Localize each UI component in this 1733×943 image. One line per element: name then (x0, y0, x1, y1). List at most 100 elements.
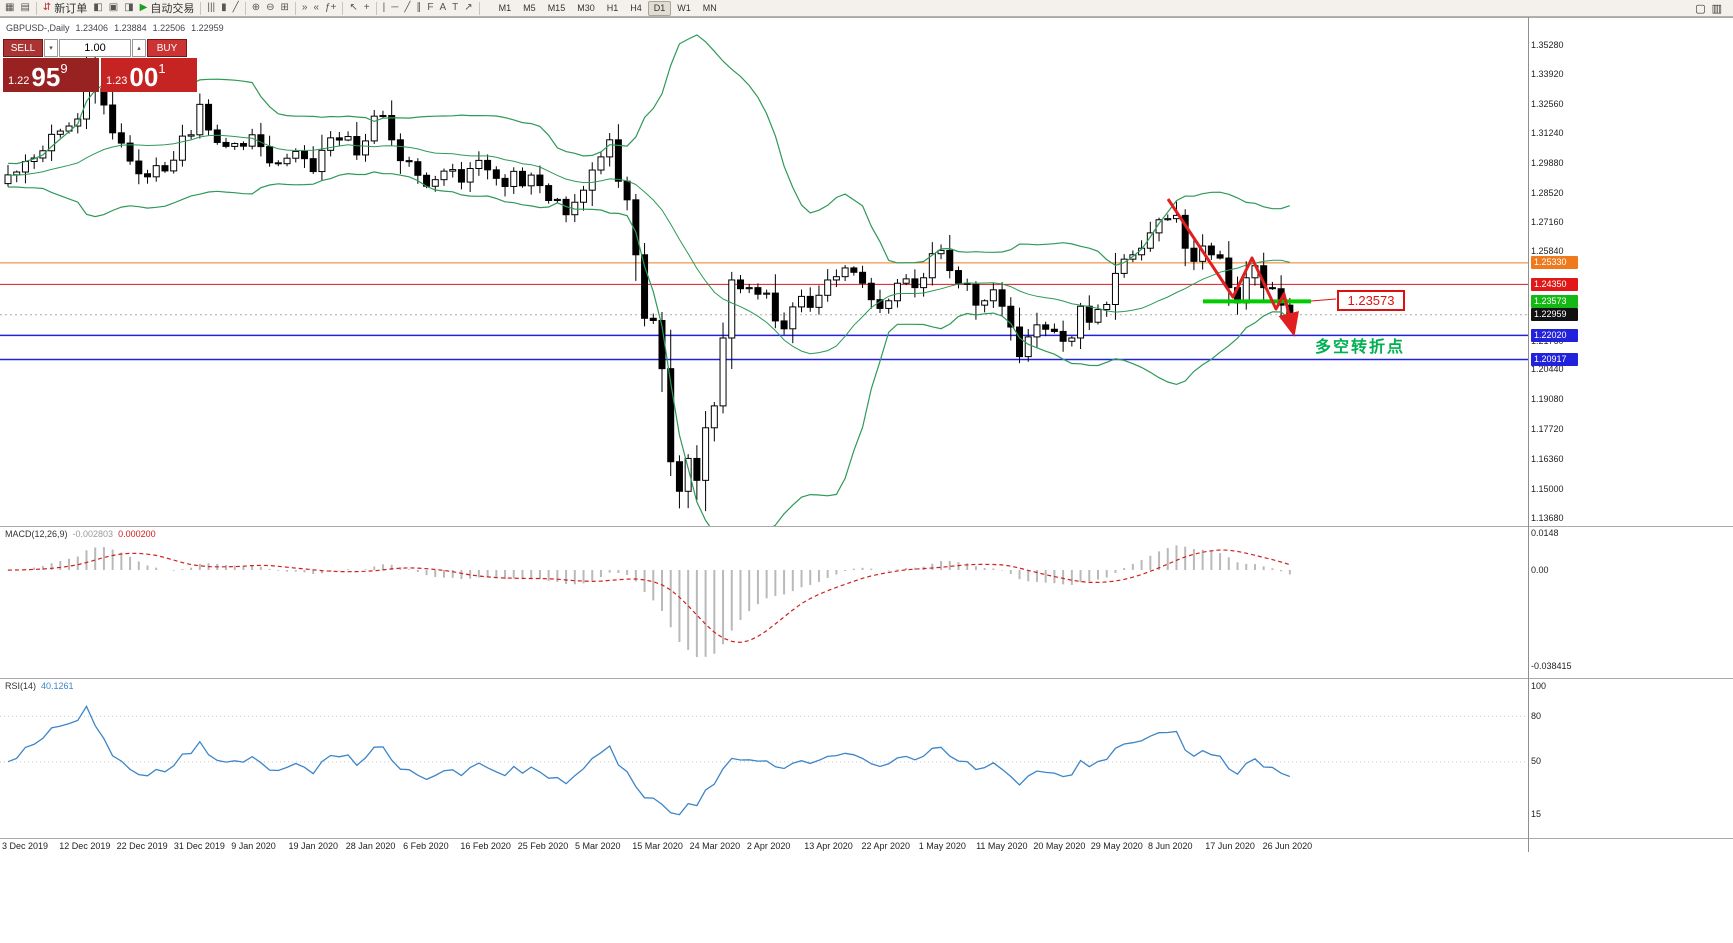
price-scale-label: 1.32560 (1531, 99, 1564, 110)
date-label: 22 Dec 2019 (116, 841, 168, 851)
date-label: 15 Mar 2020 (632, 841, 683, 851)
auto-scroll-button[interactable]: » (299, 1, 311, 16)
date-label: 9 Jan 2020 (231, 841, 276, 851)
zoom-out-button[interactable]: ⊖ (263, 1, 277, 16)
date-label: 20 May 2020 (1033, 841, 1086, 851)
timeframe-d1-button[interactable]: D1 (647, 0, 672, 16)
crosshair-button[interactable]: + (361, 1, 373, 16)
channel-button[interactable]: ∥ (413, 1, 424, 16)
price-scale-label: 1.15000 (1531, 483, 1564, 494)
date-axis[interactable]: 3 Dec 2019 12 Dec 2019 22 Dec 2019 31 Dec 2… (0, 838, 1528, 853)
indicators-button[interactable]: ƒ+ (322, 1, 339, 16)
label-icon: T (452, 2, 459, 13)
bar-chart-button[interactable]: ||| (204, 1, 218, 16)
date-label: 11 May 2020 (976, 841, 1028, 851)
data-window-icon: ▣ (108, 2, 119, 13)
price-scale-label: 1.31240 (1531, 127, 1564, 138)
volume-increase-button[interactable]: ▴ (132, 39, 146, 57)
bar-chart-icon: ||| (207, 2, 216, 13)
rsi-scale-label: 80 (1531, 710, 1542, 721)
date-label: 17 Jun 2020 (1205, 841, 1255, 851)
timeframe-w1-button[interactable]: W1 (671, 1, 697, 16)
toolbar-separator (342, 1, 344, 15)
macd-panel-divider[interactable] (0, 526, 1733, 527)
price-chart-canvas[interactable] (0, 0, 1733, 858)
new-window-button[interactable]: ▢ (1692, 1, 1708, 16)
volume-decrease-button[interactable]: ▾ (44, 39, 58, 57)
sell-price-box[interactable]: 1.22 95 9 (3, 58, 99, 92)
zoom-in-button[interactable]: ⊕ (249, 1, 263, 16)
arrow-icon: ↗ (464, 2, 473, 13)
macd-scale-label: -0.038415 (1531, 660, 1572, 671)
sell-button[interactable]: SELL (3, 39, 43, 57)
horizontal-line-button[interactable]: ─ (388, 1, 401, 16)
toolbar-separator (478, 1, 480, 15)
volume-input[interactable] (59, 39, 131, 57)
date-label: 3 Dec 2019 (2, 841, 49, 851)
price-scale[interactable]: 1.35280 1.33920 1.32560 1.31240 1.29880 1.285… (1531, 0, 1611, 852)
price-scale-label: 1.16360 (1531, 453, 1564, 464)
new-chart-button[interactable]: ▦ (2, 1, 17, 16)
sell-price-big: 95 (31, 62, 61, 92)
sell-price-sup: 9 (60, 61, 68, 76)
timeframe-h1-button[interactable]: H1 (601, 1, 625, 16)
macd-scale-label: 0.0148 (1531, 527, 1559, 538)
zoom-out-icon: ⊖ (266, 2, 275, 13)
price-callout[interactable]: 1.23573 (1337, 290, 1405, 311)
date-label: 8 Jun 2020 (1148, 841, 1193, 851)
vertical-line-button[interactable]: | (380, 1, 389, 16)
trendline-button[interactable]: ╱ (401, 1, 413, 16)
timeframe-mn-button[interactable]: MN (697, 1, 723, 16)
buy-button[interactable]: BUY (147, 39, 187, 57)
tile-windows-button[interactable]: ⊞ (277, 1, 291, 16)
navigator-button[interactable]: ◨ (121, 1, 136, 16)
buy-price-box[interactable]: 1.23 00 1 (101, 58, 197, 92)
toolbar-right-group: ▢ ▥ (1692, 1, 1725, 16)
chart-shift-icon: « (313, 2, 319, 13)
autotrading-button[interactable]: ▶ 自动交易 (137, 1, 198, 16)
chart-high: 1.23884 (114, 23, 147, 33)
date-label: 31 Dec 2019 (173, 841, 225, 851)
window-list-button[interactable]: ▥ (1709, 1, 1725, 16)
timeframe-h4-button[interactable]: H4 (624, 1, 648, 16)
one-click-trading-panel: SELL ▾ ▴ BUY 1.22 95 9 1.23 00 1 (3, 39, 197, 92)
toolbar-separator (35, 1, 37, 15)
chart-low: 1.22506 (152, 23, 186, 33)
timeframe-m5-button[interactable]: M5 (517, 1, 542, 16)
text-button[interactable]: A (436, 1, 449, 16)
data-window-button[interactable]: ▣ (106, 1, 121, 16)
timeframe-m30-button[interactable]: M30 (571, 1, 601, 16)
arrows-button[interactable]: ↗ (461, 1, 475, 16)
price-scale-label: 1.19080 (1531, 394, 1564, 405)
fibonacci-icon: F (427, 2, 434, 13)
rsi-scale-label: 50 (1531, 756, 1542, 767)
market-watch-button[interactable]: ◧ (90, 1, 105, 16)
chart-open: 1.23406 (75, 23, 109, 33)
price-scale-label: 1.20440 (1531, 364, 1564, 375)
autotrading-button-label: 自动交易 (150, 3, 195, 15)
navigator-icon: ◨ (124, 2, 134, 13)
price-scale-label: 1.27160 (1531, 217, 1564, 228)
toolbar-separator-line (0, 17, 1733, 18)
macd-value-signal: 0.000200 (118, 529, 156, 539)
chart-symbol-period: GBPUSD-,Daily (6, 23, 70, 33)
rsi-scale-label: 15 (1531, 809, 1542, 820)
chart-shift-button[interactable]: « (310, 1, 322, 16)
label-button[interactable]: T (449, 1, 461, 16)
date-axis-divider (0, 838, 1733, 839)
new-order-button[interactable]: ⇵ 新订单 (40, 1, 90, 16)
date-label: 24 Mar 2020 (689, 841, 741, 851)
timeframe-toolbar: M1 M5 M15 M30 H1 H4 D1 W1 MN (493, 0, 723, 16)
buy-price-big: 00 (129, 62, 159, 92)
date-label: 19 Jan 2020 (288, 841, 339, 851)
price-scale-badge: 1.22020 (1531, 328, 1578, 342)
cursor-button[interactable]: ↖ (346, 1, 360, 16)
fibonacci-button[interactable]: F (424, 1, 436, 16)
line-chart-button[interactable]: ╱ (230, 1, 242, 16)
candlestick-chart-button[interactable]: ▮ (218, 1, 230, 16)
timeframe-m15-button[interactable]: M15 (542, 1, 572, 16)
timeframe-m1-button[interactable]: M1 (493, 1, 518, 16)
rsi-panel-divider[interactable] (0, 678, 1733, 679)
profiles-button[interactable]: ▤ (17, 1, 32, 16)
